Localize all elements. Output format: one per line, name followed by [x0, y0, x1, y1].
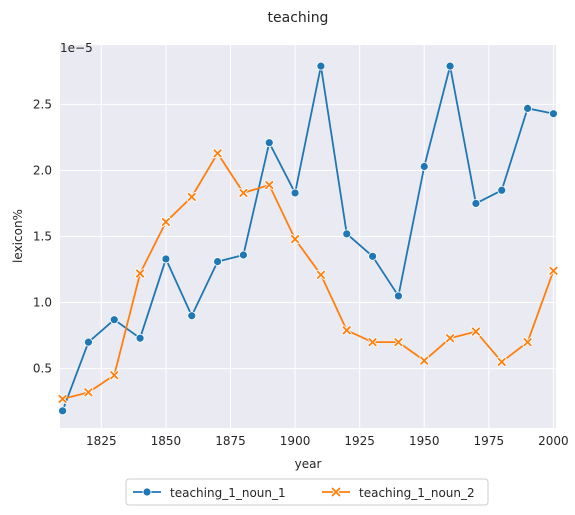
data-point: [57, 394, 68, 404]
y-tick-label: 1.5: [33, 230, 52, 244]
legend-label-series-2: teaching_1_noun_2: [359, 486, 475, 500]
data-point: [109, 315, 119, 325]
y-tick-labels: 0.5 1.0 1.5 2.0 2.5: [33, 97, 52, 375]
legend-box: [125, 478, 489, 506]
data-point: [471, 199, 481, 208]
data-point-mark: [161, 217, 171, 227]
data-point: [342, 229, 352, 239]
data-point: [83, 387, 94, 398]
data-point: [523, 103, 532, 113]
data-point: [135, 268, 145, 279]
data-point: [58, 406, 67, 416]
data-point: [109, 370, 120, 381]
data-point: [264, 138, 274, 148]
series-line: [61, 65, 554, 412]
data-point-mark: [58, 394, 67, 404]
chart-title: teaching: [268, 10, 329, 26]
y-tick-label: 2.5: [33, 97, 52, 111]
y-axis-label: lexicon%: [11, 209, 25, 263]
data-point: [238, 188, 249, 198]
data-point-mark: [394, 338, 403, 347]
data-point: [316, 269, 326, 280]
data-point: [496, 357, 507, 367]
data-point-mark: [110, 371, 119, 380]
data-point-mark: [523, 338, 532, 347]
data-point: [341, 325, 352, 336]
series-2: [57, 148, 559, 404]
x-tick-label: 1875: [215, 434, 246, 448]
data-point: [290, 188, 300, 198]
data-point: [522, 337, 533, 348]
x-tick-label: 1850: [151, 434, 182, 448]
data-point: [239, 250, 248, 260]
data-point: [212, 148, 223, 159]
data-point-mark: [471, 327, 481, 336]
grid-lines: [60, 45, 556, 428]
data-point: [187, 311, 197, 321]
x-tick-labels: 1825 1850 1875 1900 1925 1950 1975 2000: [86, 434, 569, 448]
x-tick-label: 1825: [86, 434, 117, 448]
legend: teaching_1_noun_1 teaching_1_noun_2: [125, 478, 489, 506]
y-tick-label: 2.0: [33, 163, 52, 177]
data-point: [419, 355, 430, 366]
data-point: [419, 162, 429, 171]
data-point-mark: [213, 149, 222, 158]
data-point-mark: [420, 356, 429, 365]
x-tick-label: 1900: [280, 434, 311, 448]
data-point-mark: [239, 188, 248, 198]
data-point: [213, 257, 222, 266]
data-point-mark: [497, 357, 506, 367]
data-point-mark: [445, 334, 455, 343]
data-point-mark: [84, 388, 93, 397]
data-point: [394, 291, 403, 301]
data-point-mark: [265, 180, 274, 190]
legend-marker-series-2-inner: [331, 487, 341, 497]
y-tick-label: 0.5: [33, 362, 52, 376]
data-point-mark: [290, 235, 300, 244]
data-point-mark: [342, 326, 351, 335]
data-point: [471, 326, 481, 337]
data-point: [135, 333, 145, 343]
legend-label-series-1: teaching_1_noun_1: [170, 486, 286, 500]
y-tick-label: 1.0: [33, 296, 52, 310]
series-line: [62, 152, 555, 400]
data-point: [186, 191, 197, 202]
data-point-mark: [316, 270, 326, 279]
data-point: [368, 251, 377, 261]
data-point: [445, 61, 455, 71]
data-point: [161, 254, 171, 264]
data-point: [264, 180, 275, 190]
x-axis-label: year: [295, 457, 322, 471]
data-point-mark: [549, 266, 558, 275]
data-point: [84, 337, 93, 347]
data-point: [548, 265, 559, 276]
x-tick-label: 2000: [538, 434, 569, 448]
data-point-mark: [368, 338, 377, 347]
x-tick-label: 1950: [409, 434, 440, 448]
data-point-mark: [135, 269, 145, 278]
data-point: [161, 217, 171, 227]
data-point: [445, 333, 455, 344]
data-point: [316, 61, 326, 71]
legend-marker-series-1: [142, 487, 152, 497]
series-1: [58, 61, 558, 416]
data-point: [393, 337, 404, 348]
data-point: [290, 234, 300, 245]
series-layer: [57, 61, 559, 416]
data-point-mark: [187, 192, 196, 201]
data-point: [497, 185, 507, 195]
x-tick-label: 1925: [344, 434, 375, 448]
data-point: [549, 109, 558, 119]
y-offset-label: 1e−5: [60, 41, 93, 55]
data-point: [367, 337, 378, 348]
x-tick-label: 1975: [474, 434, 505, 448]
